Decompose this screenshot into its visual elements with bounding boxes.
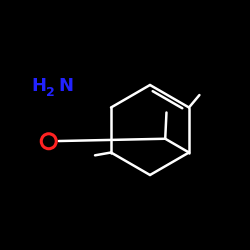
Text: 2: 2	[46, 86, 54, 99]
Text: N: N	[59, 77, 74, 95]
Text: H: H	[31, 77, 46, 95]
